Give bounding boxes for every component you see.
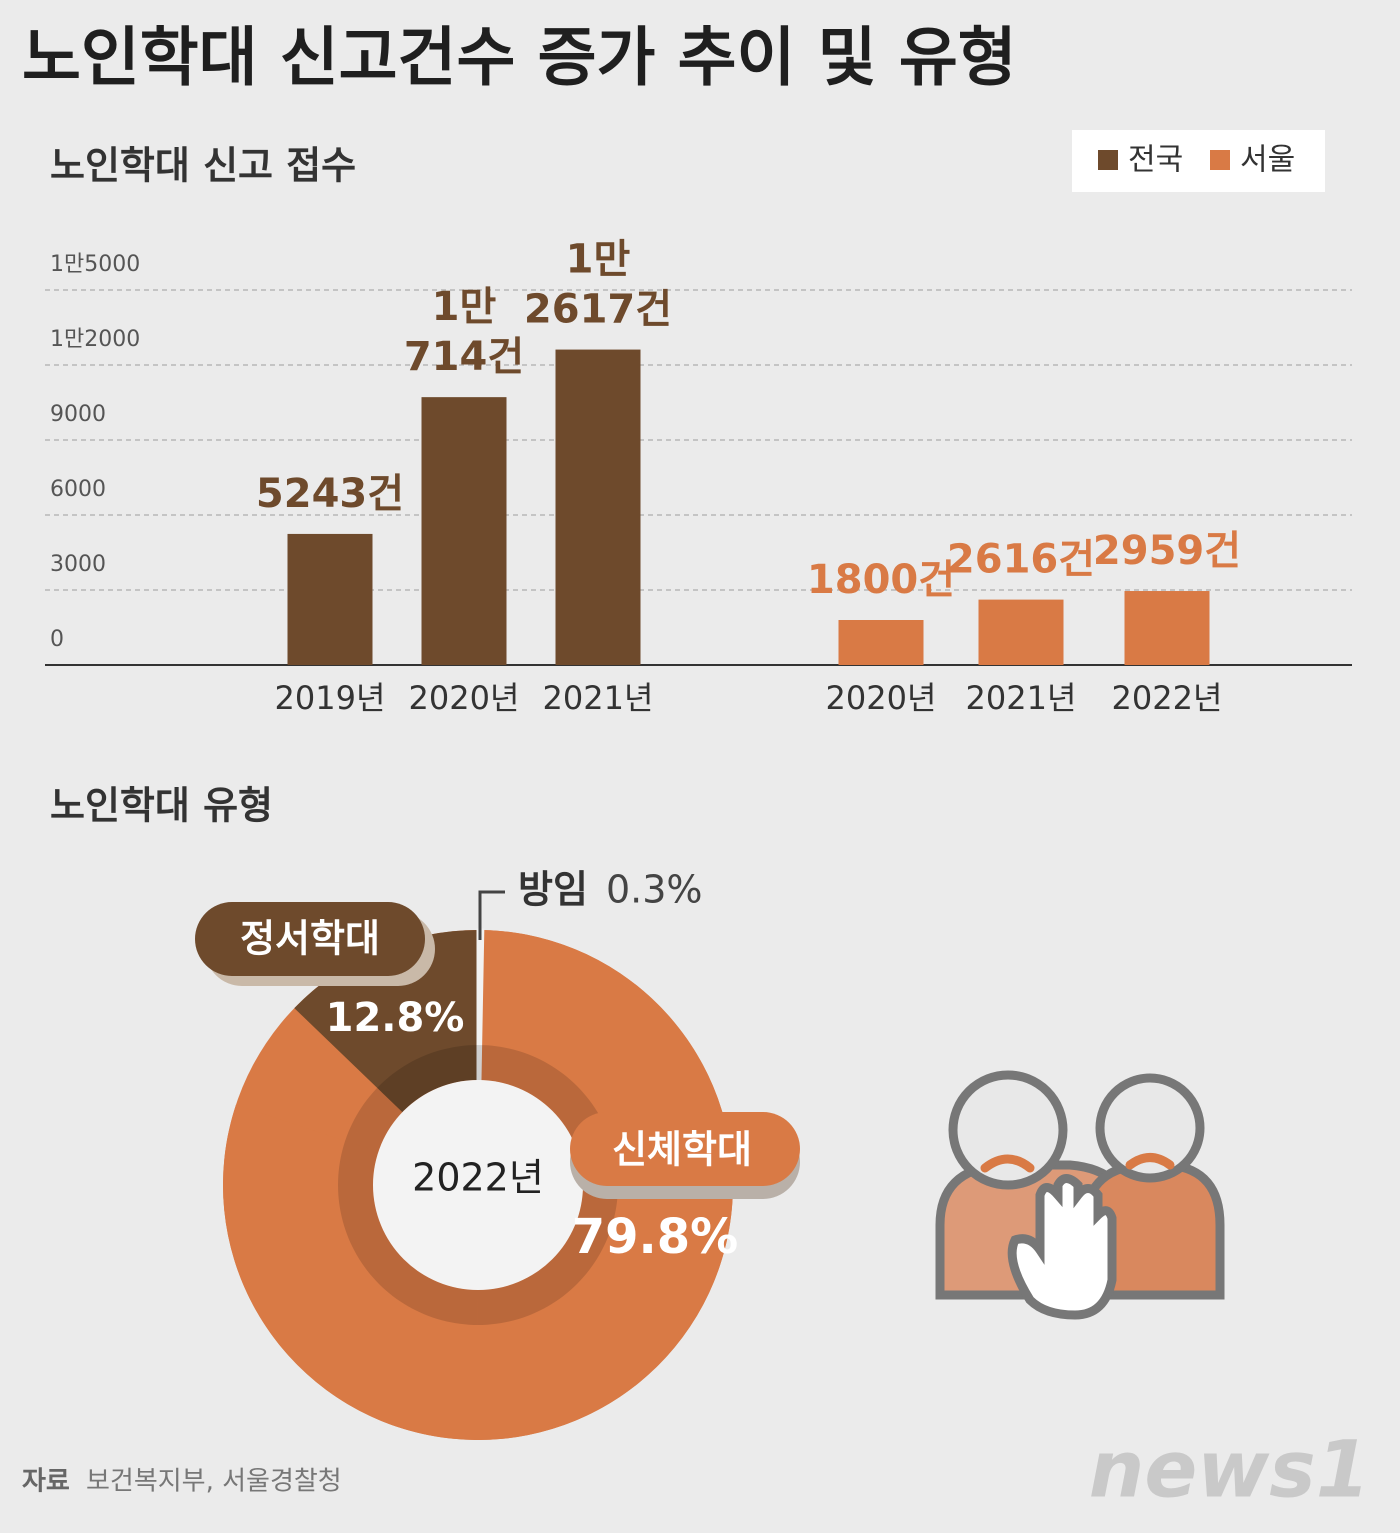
center-label: 2022년 (412, 1156, 544, 1200)
value-label: 1800건 (807, 557, 955, 603)
source-text: 보건복지부, 서울경찰청 (86, 1467, 342, 1497)
bar-chart-title: 노인학대 신고 접수 (50, 144, 356, 188)
bar (555, 349, 641, 665)
callout-line (478, 890, 505, 940)
bar (978, 599, 1064, 665)
legend-swatch (1098, 150, 1118, 170)
y-tick-label: 3000 (50, 552, 106, 577)
bar (421, 397, 507, 665)
donut-center (373, 1080, 583, 1290)
category-label: 방임 (518, 868, 588, 912)
y-tick-label: 6000 (50, 477, 106, 502)
bar (1124, 591, 1210, 665)
category-label: 신체학대 (612, 1128, 752, 1172)
x-tick-label: 2020년 (409, 679, 520, 717)
value-label: 2959건 (1093, 528, 1241, 574)
value-label: 12.8% (326, 995, 465, 1041)
pie-slice (223, 930, 733, 1440)
legend-swatch (1210, 150, 1230, 170)
category-pill (570, 1112, 800, 1186)
pie-chart-title: 노인학대 유형 (50, 784, 273, 828)
legend-label: 전국 (1128, 143, 1183, 178)
x-tick-label: 2020년 (826, 679, 937, 717)
logo: news1 (1089, 1425, 1370, 1515)
y-tick-label: 1만2000 (50, 327, 140, 352)
x-tick-label: 2019년 (275, 679, 386, 717)
value-label: 2616건 (947, 537, 1095, 583)
elderly-icon (935, 1070, 1225, 1320)
value-label: 1만 2617건 (524, 237, 672, 333)
y-tick-label: 0 (50, 627, 64, 652)
x-tick-label: 2022년 (1112, 679, 1223, 717)
y-tick-label: 9000 (50, 402, 106, 427)
y-tick-label: 1만5000 (50, 252, 140, 277)
legend-label: 서울 (1240, 143, 1295, 178)
x-tick-label: 2021년 (543, 679, 654, 717)
value-label: 79.8% (572, 1209, 739, 1265)
main-title: 노인학대 신고건수 증가 추이 및 유형 (22, 22, 1017, 96)
category-label: 정서학대 (240, 917, 380, 961)
category-pill (195, 902, 425, 976)
x-tick-label: 2021년 (966, 679, 1077, 717)
value-label: 1만 714건 (404, 284, 524, 380)
bar (287, 533, 373, 665)
value-label: 5243건 (256, 471, 404, 517)
value-label: 0.3% (606, 868, 703, 912)
source-label: 자료 (22, 1467, 70, 1497)
bar (838, 620, 924, 665)
